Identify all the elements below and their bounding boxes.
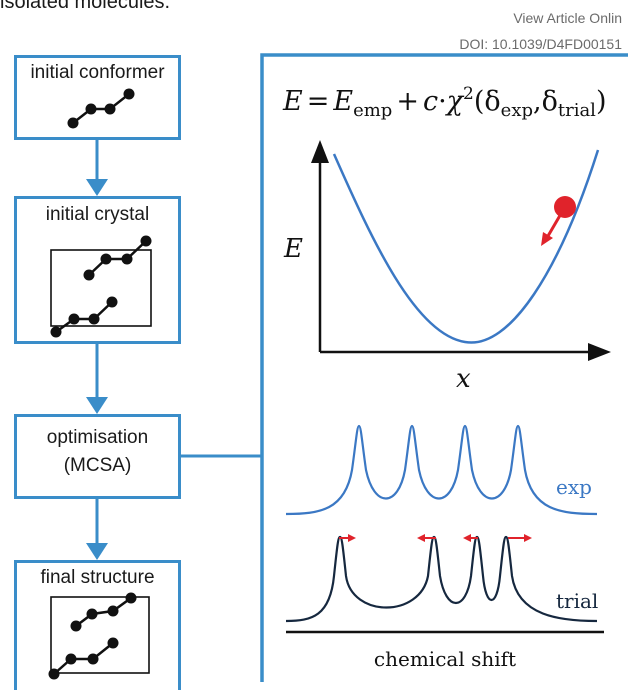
arrowhead-2 bbox=[86, 397, 108, 414]
step-label: final structure bbox=[40, 567, 155, 588]
shift-axis-label: chemical shift bbox=[374, 647, 516, 671]
exp-spectrum bbox=[285, 424, 598, 516]
step-label-line1: optimisation bbox=[46, 427, 149, 448]
shift-arrowhead-4 bbox=[524, 534, 532, 542]
state-ball bbox=[554, 196, 576, 218]
y-axis-arrowhead bbox=[311, 140, 329, 163]
step-label: initial conformer bbox=[30, 62, 165, 83]
step-label-line2: (MCSA) bbox=[63, 455, 132, 476]
crystal-cell-icon bbox=[48, 592, 150, 680]
descent-arrow bbox=[546, 211, 564, 237]
trial-spectrum bbox=[285, 535, 598, 623]
step-initial-crystal: initial crystal bbox=[14, 196, 181, 344]
x-axis-arrowhead bbox=[588, 343, 611, 361]
shift-arrowhead-1 bbox=[348, 534, 356, 542]
panel-frame bbox=[260, 53, 628, 682]
energy-curve bbox=[332, 149, 600, 344]
view-article-link[interactable]: View Article Onlin bbox=[513, 10, 622, 26]
molecule-icon bbox=[67, 88, 135, 129]
y-axis-label: E bbox=[283, 234, 303, 264]
arrowhead-1 bbox=[86, 179, 108, 196]
shift-arrowhead-3 bbox=[463, 534, 471, 542]
descent-arrowhead bbox=[541, 232, 553, 246]
step-optimisation: optimisation (MCSA) bbox=[14, 414, 181, 499]
exp-label: exp bbox=[556, 475, 592, 499]
preceding-text: isolated molecules. bbox=[0, 0, 171, 13]
step-label: initial crystal bbox=[45, 204, 150, 225]
crystal-cell-icon bbox=[50, 235, 152, 338]
step-initial-conformer: initial conformer bbox=[14, 55, 181, 140]
doi-text: DOI: 10.1039/D4FD00151 bbox=[459, 36, 622, 52]
step-final-structure: final structure bbox=[14, 560, 181, 690]
equation: E = Eemp + c·χ2(δexp,δtrial) bbox=[282, 84, 607, 121]
x-axis-label: x bbox=[456, 364, 471, 394]
trial-label: trial bbox=[556, 589, 598, 613]
shift-arrowhead-2 bbox=[417, 534, 425, 542]
arrowhead-3 bbox=[86, 543, 108, 560]
